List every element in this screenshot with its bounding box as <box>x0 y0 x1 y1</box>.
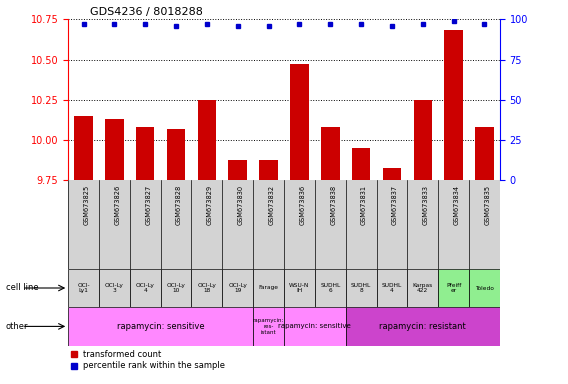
Text: GSM673830: GSM673830 <box>238 185 244 225</box>
Bar <box>315 269 346 307</box>
Text: GSM673828: GSM673828 <box>176 185 182 225</box>
Text: GSM673827: GSM673827 <box>145 185 151 225</box>
Text: OCI-Ly
3: OCI-Ly 3 <box>105 283 124 293</box>
Bar <box>228 159 247 180</box>
Bar <box>136 127 154 180</box>
Text: WSU-N
IH: WSU-N IH <box>289 283 310 293</box>
Text: SUDHL
6: SUDHL 6 <box>320 283 340 293</box>
Bar <box>346 307 500 346</box>
Bar <box>469 269 500 307</box>
Text: GSM673834: GSM673834 <box>454 185 460 225</box>
Bar <box>161 269 191 307</box>
Text: GSM673836: GSM673836 <box>299 185 306 225</box>
Text: rapamycin: sensitive: rapamycin: sensitive <box>278 323 351 329</box>
Text: GDS4236 / 8018288: GDS4236 / 8018288 <box>90 7 203 17</box>
Bar <box>191 269 222 307</box>
Bar <box>352 148 370 180</box>
Text: rapamycin: resistant: rapamycin: resistant <box>379 322 466 331</box>
Text: GSM673826: GSM673826 <box>114 185 120 225</box>
Text: Toledo: Toledo <box>475 285 494 291</box>
Bar <box>74 116 93 180</box>
Text: GSM673832: GSM673832 <box>269 185 274 225</box>
Bar <box>105 119 124 180</box>
Legend: transformed count, percentile rank within the sample: transformed count, percentile rank withi… <box>72 350 225 370</box>
Text: GSM673838: GSM673838 <box>330 185 336 225</box>
Text: GSM673825: GSM673825 <box>83 185 90 225</box>
Bar <box>438 269 469 307</box>
Text: OCI-Ly
18: OCI-Ly 18 <box>198 283 216 293</box>
Bar <box>407 269 438 307</box>
Bar <box>475 127 494 180</box>
Text: cell line: cell line <box>6 283 38 293</box>
Text: GSM673833: GSM673833 <box>423 185 429 225</box>
Text: OCI-Ly
4: OCI-Ly 4 <box>136 283 154 293</box>
Text: SUDHL
8: SUDHL 8 <box>351 283 371 293</box>
Text: Pfeiff
er: Pfeiff er <box>446 283 461 293</box>
Text: OCI-Ly
19: OCI-Ly 19 <box>228 283 247 293</box>
Bar <box>222 269 253 307</box>
Bar <box>284 307 346 346</box>
Bar <box>260 159 278 180</box>
Text: SUDHL
4: SUDHL 4 <box>382 283 402 293</box>
Bar <box>68 269 99 307</box>
Text: rapamycin:
res-
istant: rapamycin: res- istant <box>253 318 284 335</box>
Bar <box>253 269 284 307</box>
Text: GSM673831: GSM673831 <box>361 185 367 225</box>
Bar <box>253 307 284 346</box>
Bar <box>167 129 185 180</box>
Bar <box>414 100 432 180</box>
Bar <box>284 269 315 307</box>
Bar <box>377 269 407 307</box>
Bar <box>68 307 253 346</box>
Text: OCI-Ly
10: OCI-Ly 10 <box>166 283 186 293</box>
Bar <box>321 127 340 180</box>
Bar <box>130 269 161 307</box>
Text: Farage: Farage <box>258 285 278 291</box>
Bar <box>198 100 216 180</box>
Bar <box>99 269 130 307</box>
Bar <box>290 65 308 180</box>
Text: GSM673829: GSM673829 <box>207 185 213 225</box>
Text: Karpas
422: Karpas 422 <box>412 283 433 293</box>
Bar <box>383 167 401 180</box>
Bar <box>346 269 377 307</box>
Text: GSM673837: GSM673837 <box>392 185 398 225</box>
Text: GSM673835: GSM673835 <box>485 185 490 225</box>
Bar <box>444 30 463 180</box>
Text: other: other <box>6 322 28 331</box>
Text: OCI-
Ly1: OCI- Ly1 <box>77 283 90 293</box>
Text: rapamycin: sensitive: rapamycin: sensitive <box>117 322 204 331</box>
